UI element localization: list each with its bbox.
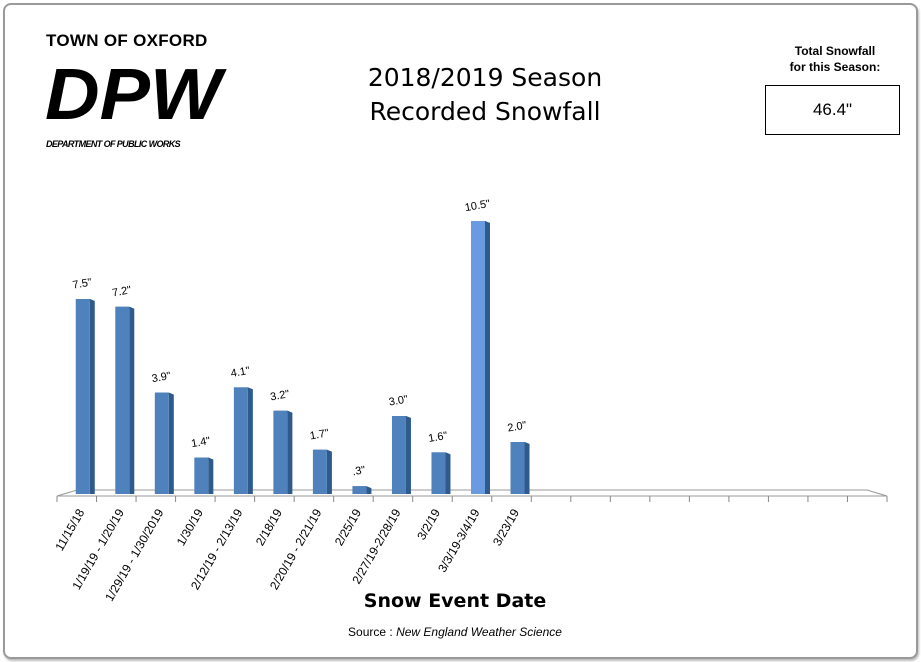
data-label: 7.2" — [111, 284, 132, 299]
bar-side — [208, 457, 214, 494]
bar — [115, 306, 130, 494]
total-label-line-1: Total Snowfall — [794, 44, 876, 58]
bar-side — [129, 306, 135, 494]
bar — [510, 442, 525, 494]
bar-side — [445, 452, 451, 494]
data-label: 1.6" — [427, 430, 448, 445]
x-tick-label: 3/23/19 — [490, 506, 522, 548]
bar-side — [524, 442, 530, 494]
data-label: 1.4" — [190, 435, 211, 450]
chart-frame: TOWN OF OXFORD DPW DEPARTMENT OF PUBLIC … — [3, 3, 918, 659]
bar — [312, 449, 327, 494]
bar-side — [326, 449, 332, 494]
total-label: Total Snowfall for this Season: — [765, 43, 905, 75]
data-label: 7.5" — [72, 276, 93, 291]
bar — [471, 221, 485, 494]
title-line-1: 2018/2019 Season — [367, 63, 603, 92]
x-tick-label: 3/2/19 — [414, 506, 443, 542]
bar — [273, 410, 288, 494]
data-label: 3.2" — [269, 388, 290, 403]
x-tick-label: 2/18/19 — [253, 506, 285, 548]
source-name: New England Weather Science — [396, 625, 562, 639]
bar — [194, 457, 209, 494]
bar — [233, 387, 248, 494]
data-label: .3" — [351, 464, 366, 478]
bar-side — [89, 299, 95, 494]
x-tick-label: 1/30/19 — [174, 506, 206, 548]
total-label-line-2: for this Season: — [789, 60, 881, 74]
data-label: 2.0" — [507, 419, 528, 434]
department-name: DEPARTMENT OF PUBLIC WORKS — [46, 139, 181, 149]
x-axis-label: Snow Event Date — [363, 590, 547, 612]
data-label: 1.7" — [309, 427, 330, 442]
total-value: 46.4" — [765, 85, 900, 135]
data-label: 4.1" — [230, 365, 251, 380]
title-line-2: Recorded Snowfall — [369, 97, 601, 126]
bar — [352, 486, 367, 494]
source-prefix: Source : — [348, 625, 397, 639]
x-tick-label: 11/15/18 — [52, 506, 87, 553]
x-tick-label: 3/3/19-3/4/19 — [435, 506, 483, 575]
bar-side — [168, 392, 174, 494]
source-note: Source : New England Weather Science — [305, 625, 605, 639]
bar-side — [485, 221, 490, 494]
bar-side — [247, 387, 253, 494]
data-label: 10.5" — [464, 198, 491, 214]
town-name: TOWN OF OXFORD — [46, 31, 208, 50]
bar-side — [287, 410, 293, 494]
data-label: 3.9" — [151, 370, 172, 385]
bar — [75, 299, 90, 494]
bar — [431, 452, 446, 494]
dpw-logo: DPW — [45, 55, 222, 135]
bar-side — [405, 416, 411, 494]
x-tick-label: 2/25/19 — [332, 506, 364, 548]
bar-chart: 7.5"11/15/187.2"1/19/19 - 1/20/193.9"1/2… — [52, 198, 888, 604]
data-label: 3.0" — [388, 393, 409, 408]
bar — [391, 416, 406, 494]
bar — [154, 392, 169, 494]
chart-title: 2018/2019 Season Recorded Snowfall — [305, 61, 665, 129]
